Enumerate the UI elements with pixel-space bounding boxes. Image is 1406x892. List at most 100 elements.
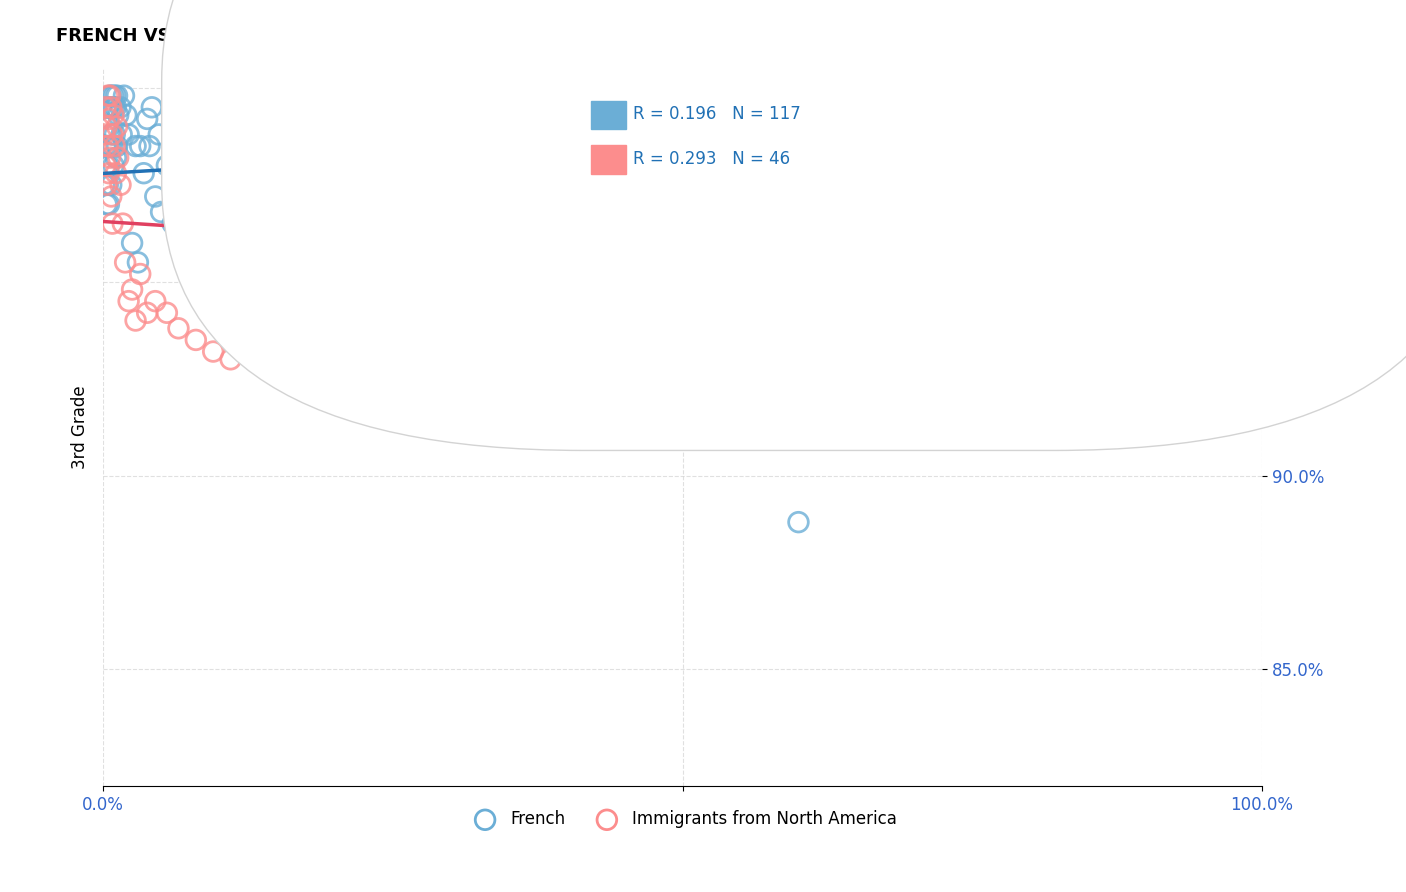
Point (141, 100, 163, 114)
Point (127, 255, 149, 269)
Point (648, 178, 671, 192)
Point (93, 178, 115, 192)
Point (1251, 81, 1274, 95)
Point (1249, 81, 1271, 95)
Point (381, 217, 404, 231)
Point (94, 139, 117, 153)
Point (555, 235, 578, 250)
Point (277, 294, 299, 309)
Point (416, 228, 439, 243)
Point (162, 217, 184, 231)
Point (1250, 81, 1272, 95)
Point (148, 128, 170, 142)
Point (97, 100, 120, 114)
Point (671, 128, 693, 142)
Point (1222, 81, 1244, 95)
Point (208, 235, 231, 250)
Point (1237, 81, 1260, 95)
Point (219, 352, 242, 367)
Point (115, 108, 138, 122)
Point (103, 100, 125, 114)
Point (117, 294, 139, 309)
Point (1159, 88, 1181, 103)
Point (104, 139, 127, 153)
Point (787, 515, 810, 529)
Point (104, 151, 127, 165)
Point (129, 139, 152, 153)
Point (98, 88, 121, 103)
Point (98, 139, 121, 153)
Point (105, 139, 128, 153)
Point (100, 100, 122, 114)
Point (1250, 81, 1272, 95)
Point (1230, 81, 1253, 95)
Point (671, 333, 693, 347)
Point (97, 112, 120, 126)
Point (107, 108, 129, 122)
Point (103, 108, 125, 122)
Point (96, 197, 118, 211)
Point (1251, 81, 1274, 95)
Point (136, 306, 159, 320)
Point (104, 166, 127, 180)
Point (695, 158, 717, 172)
Text: R = 0.293   N = 46: R = 0.293 N = 46 (633, 150, 790, 168)
Point (97, 139, 120, 153)
Point (173, 228, 195, 243)
Point (94, 100, 117, 114)
Point (136, 112, 159, 126)
Point (121, 235, 143, 250)
Legend: French, Immigrants from North America: French, Immigrants from North America (461, 804, 904, 835)
Point (1251, 81, 1274, 95)
Point (347, 178, 370, 192)
Point (1250, 81, 1272, 95)
Point (301, 235, 323, 250)
Point (1241, 81, 1264, 95)
Point (1251, 81, 1274, 95)
Point (1181, 100, 1204, 114)
Point (763, 151, 786, 165)
Point (1246, 81, 1268, 95)
Point (143, 294, 166, 309)
Point (190, 112, 212, 126)
Point (381, 313, 404, 327)
Point (197, 178, 219, 192)
Point (110, 178, 132, 192)
Point (101, 217, 124, 231)
Text: R = 0.196   N = 117: R = 0.196 N = 117 (633, 105, 800, 123)
Point (103, 158, 125, 172)
Point (301, 372, 323, 386)
Point (105, 88, 128, 103)
Point (498, 166, 520, 180)
Point (94, 158, 117, 172)
Point (96, 120, 118, 134)
Point (1216, 88, 1239, 103)
Point (1077, 120, 1099, 134)
Point (1239, 81, 1261, 95)
Point (96, 178, 118, 192)
Point (98, 151, 121, 165)
Point (101, 88, 124, 103)
Point (962, 128, 984, 142)
Point (100, 100, 122, 114)
Point (533, 139, 555, 153)
Point (903, 139, 925, 153)
Point (98, 88, 121, 103)
Point (440, 189, 463, 203)
Point (730, 139, 752, 153)
Point (202, 344, 225, 359)
Point (579, 139, 602, 153)
Point (1251, 81, 1274, 95)
Point (101, 139, 124, 153)
Point (132, 166, 155, 180)
Point (96, 158, 118, 172)
Point (104, 128, 127, 142)
Point (184, 255, 207, 269)
Point (167, 166, 190, 180)
Point (97, 120, 120, 134)
Point (100, 189, 122, 203)
Point (111, 128, 134, 142)
Point (440, 333, 463, 347)
Point (138, 139, 160, 153)
Point (97, 88, 120, 103)
